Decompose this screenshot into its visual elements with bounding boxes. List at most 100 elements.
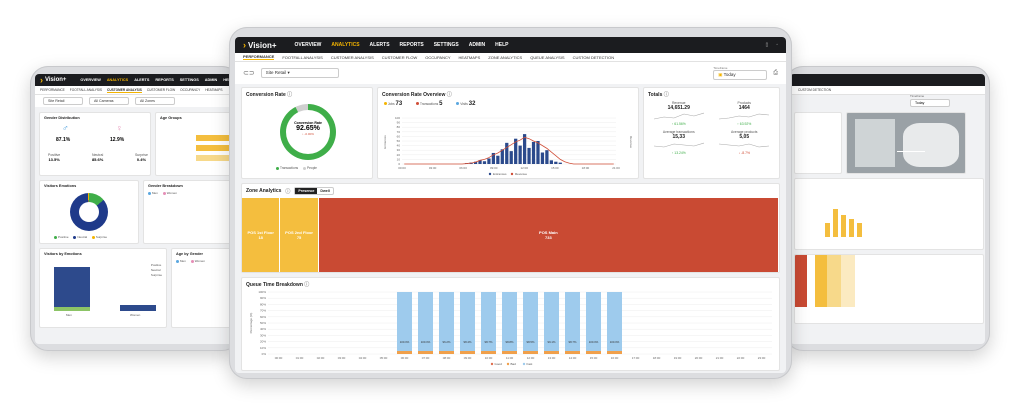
y-tick-label: 40 [397, 144, 401, 148]
x-tick-label: 19:00 [674, 356, 682, 360]
timeframe-label: Timeframe [713, 66, 728, 70]
nav-help[interactable]: HELP [223, 78, 233, 82]
nav-help[interactable]: HELP [495, 42, 509, 48]
tab-custom-detection[interactable]: CUSTOM DETECTION [572, 54, 615, 60]
queue-bar [397, 292, 412, 354]
user-icon[interactable]: ◦ [776, 42, 778, 48]
toggle-dwell[interactable]: Dwell [320, 189, 330, 193]
nav-overview[interactable]: OVERVIEW [80, 78, 101, 82]
timeframe-select[interactable]: ▣ Today [713, 70, 768, 80]
tab-customer-flow[interactable]: CUSTOMER FLOW [381, 54, 418, 60]
right-time-select[interactable]: Today [910, 99, 950, 107]
conversion-delta: ↓ -0.00% [302, 132, 314, 136]
entrance-bar [482, 161, 487, 164]
x-tick-label: 18:00 [653, 356, 661, 360]
info-icon[interactable]: ⓘ [663, 92, 669, 98]
age-bar [196, 145, 232, 151]
main-screen: › Vision+ OVERVIEW ANALYTICS ALERTS REPOR… [235, 37, 786, 373]
male-icon: ♂ [62, 123, 69, 133]
zone-label: POS 1st Floor [247, 230, 274, 235]
right-screen: CUSTOM DETECTION Timeframe Today [790, 74, 985, 344]
queue-title: Queue Time Breakdown ⓘ [246, 282, 310, 288]
x-tick-label: 09:00 [490, 166, 498, 170]
info-icon[interactable]: ⓘ [285, 188, 291, 195]
queue-bar [418, 292, 433, 354]
queue-bar-label: 98.7% [485, 340, 493, 344]
stat-transactions-value: 5 [439, 101, 443, 107]
stat-transactions-label: Transactions [420, 102, 439, 106]
queue-chart: 100% 90% 80% 70% 60% 50% 40% 30% 20% 10% 0% Percent… [249, 290, 772, 366]
tab-customer-analysis[interactable]: CUSTOMER ANALYSIS [107, 87, 142, 93]
left-site-select[interactable]: Site Retail [43, 97, 83, 105]
visitors-by-emotions-card: Visitors by Emotions Men Women Positive … [39, 248, 167, 328]
tab-customer-flow[interactable]: CUSTOMER FLOW [146, 88, 176, 92]
stat-visits-label: Visits [460, 102, 468, 106]
left-zone-select[interactable]: All Zones [135, 97, 175, 105]
tab-footfall[interactable]: FOOTFALL ANALYSIS [69, 88, 103, 92]
nav-settings[interactable]: SETTINGS [433, 42, 459, 48]
nav-alerts[interactable]: ALERTS [369, 42, 390, 48]
nav-admin[interactable]: ADMIN [468, 42, 486, 48]
legend-label: Good [495, 362, 503, 366]
tab-performance[interactable]: PERFORMANCE [40, 88, 65, 92]
nav-analytics[interactable]: ANALYTICS [331, 42, 360, 48]
site-select[interactable]: Site Retail ▾ [260, 68, 339, 78]
x-tick-label: 20:00 [695, 356, 703, 360]
info-icon[interactable]: ⓘ [446, 92, 452, 98]
tab-heatmaps[interactable]: HEATMAPS [458, 54, 481, 60]
nav-reports[interactable]: REPORTS [399, 42, 424, 48]
left-camera-select[interactable]: All Cameras [89, 97, 129, 105]
queue-bar-label: 98.5% [527, 340, 535, 344]
print-icon[interactable]: ⎙ [773, 69, 778, 76]
tab-performance[interactable]: PERFORMANCE [243, 54, 275, 60]
tab-customer-analysis[interactable]: CUSTOMER ANALYSIS [330, 54, 374, 60]
tab-footfall-analysis[interactable]: FOOTFALL ANALYSIS [282, 54, 323, 60]
queue-bar-bad [544, 351, 559, 354]
queue-bar [565, 292, 580, 354]
tab-occupancy[interactable]: OCCUPANCY [180, 88, 201, 92]
conversion-donut: Conversion Rate 92.65% ↓ -0.00% [280, 104, 336, 160]
cat-men: Men [66, 313, 72, 317]
tab-custom-detection[interactable]: CUSTOM DETECTION [798, 88, 832, 92]
queue-bar-bad [586, 351, 601, 354]
men-neutral-bar [54, 267, 90, 307]
y-tick-label: 50 [397, 139, 401, 143]
info-icon[interactable]: ⓘ [304, 282, 310, 288]
left-screen: › Vision+ OVERVIEW ANALYTICS ALERTS REPOR… [35, 74, 235, 344]
nav-overview[interactable]: OVERVIEW [294, 42, 322, 48]
toggle-presence[interactable]: Presence [295, 188, 318, 194]
x-tick-label: 07:00 [422, 356, 430, 360]
tab-queue-analysis[interactable]: QUEUE ANALYSIS [530, 54, 565, 60]
y-tick-label: 100% [258, 290, 266, 294]
x-tick-label: 18:00 [582, 166, 590, 170]
x-tick-label: 15:00 [551, 166, 559, 170]
y-tick-label: 60 [397, 134, 401, 138]
nav-admin[interactable]: ADMIN [204, 78, 218, 82]
info-icon[interactable]: ⓘ [287, 92, 293, 98]
nav-analytics[interactable]: ANALYTICS [106, 78, 129, 82]
tab-zone-analytics[interactable]: ZONE ANALYTICS [488, 54, 523, 60]
tab-heatmaps[interactable]: HEATMAPS [205, 88, 223, 92]
logo: Vision+ [45, 77, 67, 83]
nav-alerts[interactable]: ALERTS [134, 78, 150, 82]
zone-segment[interactable]: POS 2nd Floor 75 [280, 198, 319, 272]
notification-icon[interactable]: ▯ [765, 42, 769, 48]
queue-time-card: Queue Time Breakdown ⓘ 100% 90% 80% 70% 60% 5… [241, 277, 780, 371]
y-tick-label: 100 [395, 116, 400, 120]
stat-visits-value: 32 [468, 101, 476, 107]
nav-reports[interactable]: REPORTS [155, 78, 174, 82]
overview-title: Conversion Rate Overview ⓘ [382, 92, 452, 98]
gender-distribution-card: Gender Distribution ♂ ♀ 87.1% 12.9% Posi… [39, 112, 151, 176]
right-time-label: Timeframe [910, 94, 925, 98]
queue-bar-label: 100.0% [400, 340, 410, 344]
legend-swatch [490, 362, 494, 366]
main-device: › Vision+ OVERVIEW ANALYTICS ALERTS REPOR… [229, 27, 792, 379]
y-axis-label-right: Revenue [629, 136, 633, 148]
zone-segment[interactable]: POS 1st Floor 18 [242, 198, 281, 272]
logo: Vision+ [248, 40, 277, 50]
nav-settings[interactable]: SETTINGS [179, 78, 199, 82]
queue-bar-label: 99.1% [548, 340, 556, 344]
tab-occupancy[interactable]: OCCUPANCY [425, 54, 451, 60]
age-bar [196, 155, 232, 161]
zone-segment[interactable]: POS Main 733 [318, 198, 779, 272]
